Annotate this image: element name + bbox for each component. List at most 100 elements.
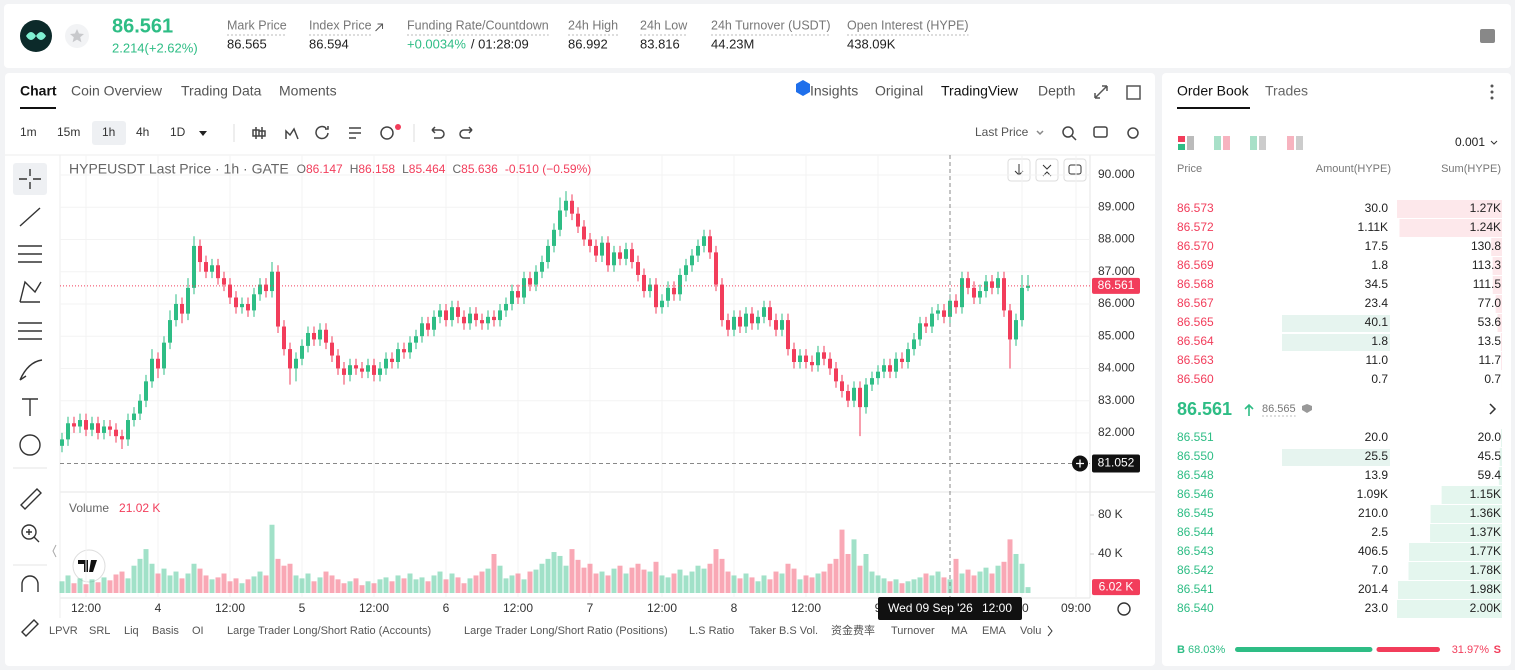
ob-price: 86.543 [1177,544,1214,558]
volume-bar [995,565,1001,593]
interval: 15m [57,125,80,139]
volume-bar [827,563,833,593]
candle-body [966,278,970,288]
volume-hover: 21.02 K [119,501,160,515]
ohlc-value: 86.158 [358,162,395,176]
ob-sum: 1.27K [1470,201,1501,215]
volume-bar [899,583,905,593]
candle-body [858,387,862,408]
ruler-tool[interactable] [20,488,42,510]
collapse-button[interactable] [1035,158,1059,182]
candle-body [972,287,976,298]
tool-selected-bg [13,163,47,195]
pencil-tool[interactable] [21,619,39,637]
precision-caret[interactable] [1490,140,1498,145]
magnet-tool[interactable] [21,575,39,592]
crosshair-tool[interactable] [19,169,41,189]
settings-icon[interactable] [1127,127,1139,139]
ob-more-dot[interactable] [1490,90,1494,94]
redo-icon[interactable] [459,126,473,139]
axis-settings[interactable] [1117,602,1131,616]
crosshair-price: 81.052 [1098,456,1135,470]
volume-bar [959,573,965,593]
candle-body [648,284,652,292]
window-icon[interactable] [1126,85,1141,100]
volume-bar [89,579,95,593]
volume-bar [809,577,815,593]
volume-bar [863,553,869,593]
projection-tool[interactable] [18,322,42,340]
ob-amount: 201.4 [1358,582,1388,596]
volume-bar [149,563,155,593]
candle-body [702,236,706,246]
brush-tool[interactable] [19,359,43,381]
amount-highlight [1282,315,1390,332]
volume-bar [515,573,521,593]
replay-icon[interactable] [315,125,329,140]
x-tick-label: 12:00 [215,601,245,615]
volume-bar [119,571,125,593]
candle-body [114,429,118,437]
depth-bar [1492,276,1502,294]
ob-amount: 20.0 [1365,430,1389,444]
volume-bar [545,558,551,593]
volume-bar [215,577,221,593]
volume-bar [203,575,209,593]
ob-amount: 13.9 [1365,468,1389,482]
maximize-button[interactable] [1063,158,1087,182]
volume-bar [293,575,299,593]
x-tick-label: 12:00 [71,601,101,615]
undo-icon[interactable] [431,126,445,139]
collapse-tools[interactable] [52,544,57,558]
indicator-icon[interactable] [285,127,299,140]
pattern-tool[interactable] [19,280,42,303]
volume-bar [797,579,803,593]
candle-body [816,352,820,366]
alert-icon[interactable] [380,126,394,140]
volume-bar [521,579,527,593]
fib-tool[interactable] [18,245,42,263]
volume-bar [563,565,569,593]
stat-label: 24h Turnover (USDT) [711,18,830,32]
candle-body [258,284,262,295]
candle-body [918,323,922,340]
volume-bar [371,583,377,593]
candle-type-icon[interactable] [252,127,266,139]
fullscreen-icon[interactable] [1094,85,1108,99]
volume-bar [275,558,281,593]
volume-bar [539,563,545,593]
volume-bar [95,582,101,593]
candle-body [600,242,604,256]
ob-price: 86.573 [1177,201,1214,215]
volume-bar [851,539,857,593]
candle-body [582,226,586,240]
trendline-tool[interactable] [19,207,41,227]
candle-body [1002,278,1006,311]
candle-body [810,361,814,366]
zoom-tool[interactable] [21,524,37,540]
interval-caret[interactable] [199,131,207,136]
drawing-tools [18,169,43,637]
candle-body [672,287,676,295]
candle-body [288,349,292,369]
indicator-scroll[interactable] [1047,625,1053,637]
candle-body [456,307,460,317]
emoji-tool[interactable] [19,434,41,456]
ob-amount: 23.4 [1365,296,1389,310]
candle-body [366,365,370,372]
volume-bar [425,581,431,593]
candle-body [768,307,772,321]
volume-bar [197,568,203,593]
candle-body [1008,310,1012,340]
template-icon[interactable] [349,127,361,139]
mid-chevron[interactable] [1489,403,1497,415]
text-tool[interactable] [22,398,38,416]
header-menu-icon[interactable] [1480,29,1495,43]
snapshot-icon[interactable] [1093,126,1108,138]
volume-bar [389,581,395,593]
volume-bar [839,529,845,593]
interval: 1h [102,125,115,139]
search-icon[interactable] [1062,126,1074,138]
